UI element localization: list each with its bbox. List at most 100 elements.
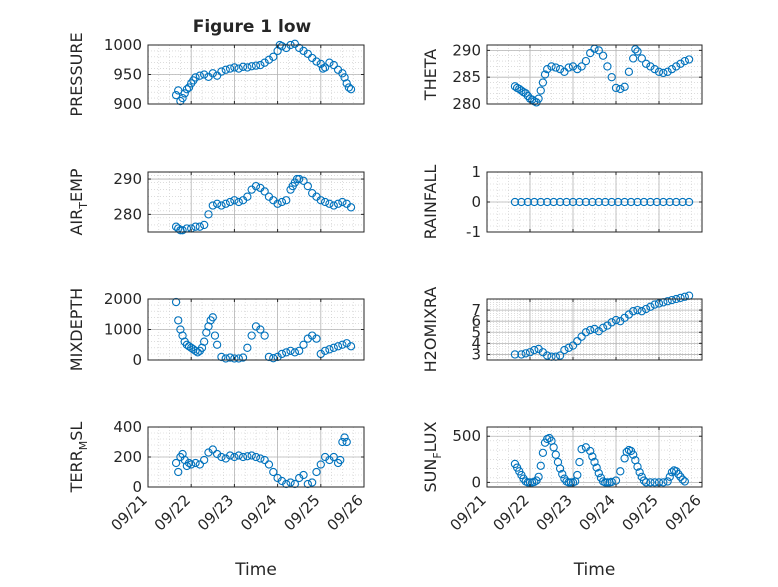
data-point	[344, 83, 354, 92]
data-point	[251, 181, 261, 191]
data-point	[187, 460, 196, 469]
data-point	[308, 478, 317, 487]
data-point	[269, 354, 278, 363]
data-series	[510, 197, 694, 207]
data-point	[299, 46, 308, 56]
data-point	[336, 455, 345, 465]
data-point	[631, 45, 640, 54]
data-point	[575, 457, 584, 467]
x-tick-label: 09/26	[324, 491, 367, 534]
data-point	[577, 332, 586, 341]
data-point	[225, 353, 235, 362]
data-point	[545, 433, 554, 443]
data-point	[303, 479, 312, 489]
data-point	[543, 351, 552, 360]
x-tick-label: 09/25	[280, 491, 323, 534]
data-point	[247, 451, 256, 460]
data-point	[286, 346, 295, 355]
y-tick-label: -1	[466, 223, 481, 241]
data-point	[234, 64, 243, 73]
y-tick-label: 290	[113, 170, 142, 188]
data-point	[247, 331, 256, 340]
y-axis-label: TERRMSL	[67, 422, 90, 494]
data-point	[295, 346, 304, 355]
data-point	[538, 448, 548, 457]
data-point	[316, 460, 325, 469]
data-point	[616, 467, 625, 476]
data-point	[243, 192, 252, 201]
data-point	[588, 197, 597, 207]
y-tick-label: 400	[113, 418, 142, 436]
data-point	[316, 196, 325, 205]
data-point	[338, 69, 347, 78]
data-point	[523, 197, 532, 207]
figure-title: Figure 1 low	[193, 17, 312, 37]
data-point	[641, 478, 651, 487]
data-point	[566, 478, 575, 487]
y-axis-label: RAINFALL	[421, 165, 440, 240]
data-point	[547, 62, 556, 71]
subplot-7: 0 200 400 TERRMSL 09/21 09/22 09/23 09/24 09/25 0…	[67, 418, 367, 580]
data-point	[560, 67, 569, 76]
data-point	[672, 197, 681, 207]
data-point	[620, 197, 629, 207]
data-point	[210, 331, 220, 340]
data-point	[659, 478, 668, 487]
data-point	[588, 452, 597, 461]
data-point	[633, 305, 642, 315]
data-point	[607, 477, 616, 487]
data-point	[654, 67, 664, 76]
data-point	[178, 93, 187, 103]
y-tick-label: 0	[471, 193, 481, 211]
y-tick-label: 0	[132, 478, 142, 496]
data-point	[510, 82, 520, 91]
data-point	[346, 203, 356, 212]
data-point	[521, 89, 530, 98]
x-tick-label: 09/25	[619, 491, 662, 534]
data-point	[338, 437, 347, 447]
data-point	[684, 291, 694, 300]
axes-box	[147, 171, 365, 233]
data-point	[191, 222, 200, 231]
data-point	[549, 443, 558, 452]
data-point	[193, 348, 202, 357]
subplot-5: 0 1000 2000 MIXDEPTH	[67, 288, 365, 371]
data-point	[338, 340, 347, 349]
y-tick-label: 1000	[104, 321, 142, 339]
data-point	[510, 197, 520, 207]
data-point	[325, 345, 334, 354]
data-point	[641, 59, 651, 68]
data-point	[217, 201, 226, 210]
data-point	[603, 62, 612, 71]
data-point	[594, 46, 603, 55]
data-point	[184, 458, 194, 468]
data-point	[581, 56, 591, 66]
data-point	[564, 63, 573, 72]
data-point	[607, 73, 616, 82]
data-point	[598, 323, 608, 332]
data-point	[256, 454, 265, 463]
data-point	[530, 477, 539, 487]
data-point	[212, 340, 222, 349]
data-point	[672, 62, 681, 71]
data-point	[230, 63, 239, 72]
data-point	[273, 473, 282, 483]
data-point	[191, 73, 200, 82]
data-point	[629, 307, 638, 316]
data-point	[536, 461, 545, 470]
data-point	[528, 95, 537, 104]
data-point	[536, 86, 545, 95]
y-tick-label: 950	[113, 66, 142, 84]
data-point	[523, 478, 532, 487]
data-point	[549, 197, 558, 207]
x-tick-label: 09/24	[576, 491, 619, 534]
data-point	[646, 197, 655, 207]
data-point	[221, 454, 230, 463]
data-point	[543, 64, 552, 74]
data-point	[641, 304, 651, 314]
subplot-3: 280 290 AIRTEMP	[67, 168, 365, 236]
data-point	[225, 197, 235, 207]
data-point	[598, 51, 608, 60]
x-tick-label: 09/21	[108, 491, 151, 534]
y-tick-label: 4	[471, 334, 481, 352]
